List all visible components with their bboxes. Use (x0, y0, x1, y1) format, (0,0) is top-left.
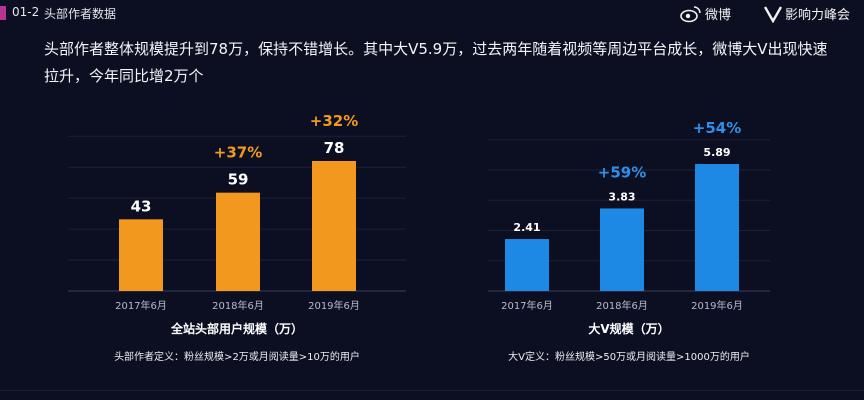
bar-total-0 (119, 219, 163, 291)
weibo-brand-text: 微博 (705, 8, 732, 23)
chart-title-total: 全站头部用户规模（万） (170, 322, 303, 336)
bar-chart-total: 43 2017年6月 59 +37% 2018年6月 78 +32% 2019年6月 (68, 112, 406, 312)
growth-label-bigv-2: +54% (693, 119, 741, 137)
v-logo-icon (764, 5, 782, 23)
bottom-divider (0, 390, 864, 391)
value-label-total-0: 43 (131, 197, 152, 215)
category-label-bigv-1: 2018年6月 (596, 299, 648, 312)
section-number: 01-2 (12, 5, 40, 19)
category-label-total-2: 2019年6月 (308, 299, 360, 312)
category-label-bigv-2: 2019年6月 (691, 299, 743, 312)
bar-bigv-1 (600, 208, 644, 291)
chart-note-bigv: 大V定义：粉丝规模>50万或月阅读量>1000万的用户 (508, 352, 750, 363)
top-bar: 01-2 头部作者数据 微博 影响力峰会 (0, 0, 864, 28)
headline: 头部作者整体规模提升到78万，保持不错增长。其中大V5.9万，过去两年随着视频等… (44, 40, 828, 85)
growth-label-bigv-1: +59% (598, 163, 646, 181)
chart-note-total: 头部作者定义：粉丝规模>2万或月阅读量>10万的用户 (114, 352, 360, 363)
bar-chart-bigv: 2.41 2017年6月 3.83 +59% 2018年6月 5.89 +54% 2019年6… (488, 119, 770, 312)
weibo-logo: 微博 (680, 4, 731, 23)
section-title: 头部作者数据 (44, 7, 117, 21)
chart-title-bigv: 大V规模（万） (588, 322, 670, 336)
value-label-total-1: 59 (228, 171, 249, 189)
bar-total-2 (312, 161, 356, 291)
section-marker (0, 6, 6, 20)
summit-logo: 影响力峰会 (764, 4, 850, 23)
chart-panel-bigv: 2.41 2017年6月 3.83 +59% 2018年6月 5.89 +54% 2019年6… (488, 104, 770, 384)
summit-brand-text: 影响力峰会 (785, 8, 851, 23)
bar-bigv-0 (505, 239, 549, 291)
growth-label-total-1: +37% (214, 144, 262, 162)
value-label-bigv-1: 3.83 (608, 190, 635, 203)
value-label-bigv-0: 2.41 (513, 221, 540, 234)
bar-bigv-2 (695, 164, 739, 291)
value-label-bigv-2: 5.89 (703, 146, 730, 159)
bar-total-1 (216, 192, 260, 291)
category-label-bigv-0: 2017年6月 (501, 299, 553, 312)
category-label-total-0: 2017年6月 (115, 299, 167, 312)
growth-label-total-2: +32% (310, 112, 358, 130)
weibo-eye-icon (680, 5, 701, 22)
value-label-total-2: 78 (324, 139, 345, 157)
chart-panel-total: 43 2017年6月 59 +37% 2018年6月 78 +32% 2019年6月 全站头部… (68, 104, 406, 384)
category-label-total-1: 2018年6月 (212, 299, 264, 312)
